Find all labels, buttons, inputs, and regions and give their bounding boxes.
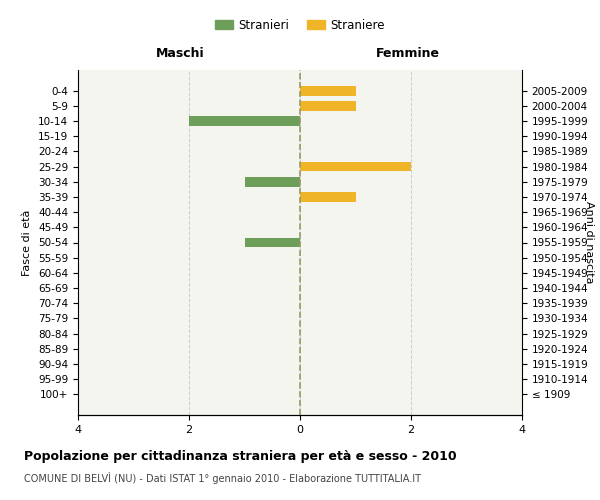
Bar <box>245 238 300 248</box>
Y-axis label: Anni di nascita: Anni di nascita <box>584 201 594 284</box>
Text: Femmine: Femmine <box>376 47 440 60</box>
Bar <box>300 192 355 202</box>
Bar <box>189 116 300 126</box>
Bar <box>300 86 355 96</box>
Bar <box>300 162 411 172</box>
Legend: Stranieri, Straniere: Stranieri, Straniere <box>210 14 390 36</box>
Text: Maschi: Maschi <box>155 47 205 60</box>
Bar <box>300 101 355 110</box>
Y-axis label: Fasce di età: Fasce di età <box>22 210 32 276</box>
Text: Popolazione per cittadinanza straniera per età e sesso - 2010: Popolazione per cittadinanza straniera p… <box>24 450 457 463</box>
Bar <box>245 177 300 186</box>
Text: COMUNE DI BELVÌ (NU) - Dati ISTAT 1° gennaio 2010 - Elaborazione TUTTITALIA.IT: COMUNE DI BELVÌ (NU) - Dati ISTAT 1° gen… <box>24 472 421 484</box>
